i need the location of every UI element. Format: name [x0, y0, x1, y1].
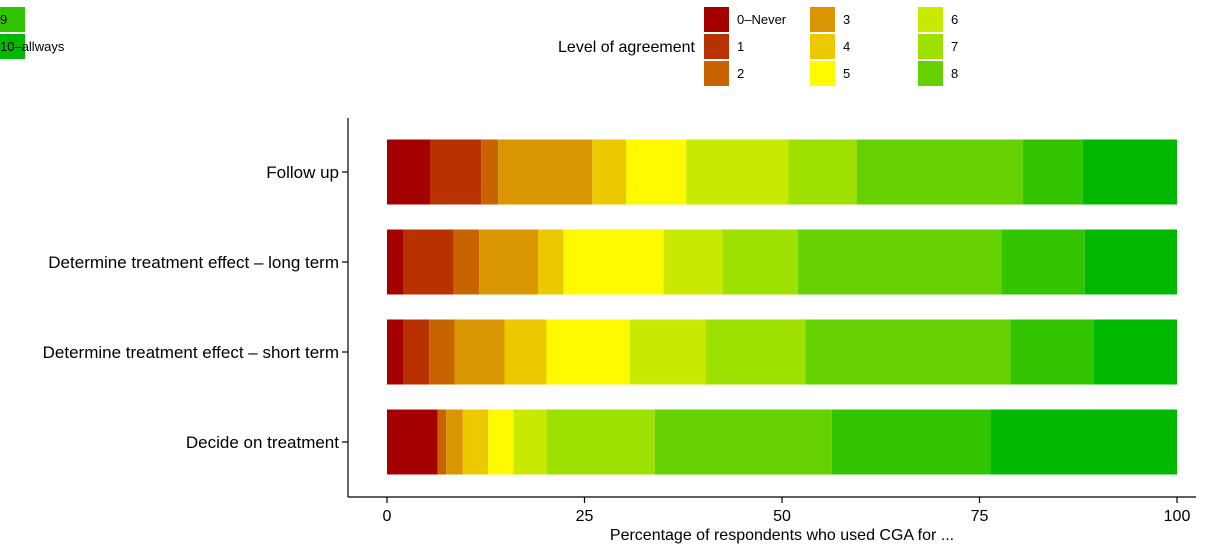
legend-label-1: 1: [737, 39, 744, 54]
legend-label-10-allways: 10–allways: [0, 39, 65, 54]
bar-segment-determine-treatment-effect-long-term-10-allways: [1084, 229, 1177, 295]
bar-segment-determine-treatment-effect-short-term-0-never: [387, 319, 404, 385]
legend-swatch-0-never: [704, 7, 729, 32]
bar-segment-determine-treatment-effect-long-term-4: [538, 229, 564, 295]
bar-segment-decide-on-treatment-3: [446, 409, 463, 475]
bar-segment-determine-treatment-effect-long-term-6: [663, 229, 723, 295]
bar-segment-determine-treatment-effect-long-term-2: [453, 229, 480, 295]
bar-segment-follow-up-5: [626, 139, 687, 205]
bar-segment-follow-up-1: [429, 139, 482, 205]
legend-label-6: 6: [951, 12, 958, 27]
legend-label-8: 8: [951, 66, 958, 81]
bar-segment-decide-on-treatment-6: [513, 409, 547, 475]
bar-segment-determine-treatment-effect-long-term-1: [403, 229, 454, 295]
bar-segment-follow-up-3: [498, 139, 593, 205]
legend-swatch-3: [810, 7, 835, 32]
bar-segment-decide-on-treatment-4: [462, 409, 489, 475]
bar-segment-decide-on-treatment-9: [831, 409, 991, 475]
legend-swatch-1: [704, 34, 729, 59]
legend-label-3: 3: [843, 12, 850, 27]
bar-segment-determine-treatment-effect-short-term-9: [1010, 319, 1094, 385]
legend-label-0-never: 0–Never: [737, 12, 787, 27]
bar-segment-determine-treatment-effect-short-term-4: [504, 319, 547, 385]
bar-segment-decide-on-treatment-0-never: [387, 409, 438, 475]
y-category-label: Determine treatment effect – long term: [48, 253, 339, 272]
legend-label-4: 4: [843, 39, 850, 54]
legend-items: 0–Never 1 2 3 4 5 6 7 8 9 10–allways: [0, 7, 958, 86]
bar-segment-determine-treatment-effect-short-term-2: [429, 319, 455, 385]
bar-segment-decide-on-treatment-8: [654, 409, 832, 475]
bar-segment-determine-treatment-effect-long-term-0-never: [387, 229, 404, 295]
bar-segment-follow-up-10-allways: [1082, 139, 1177, 205]
bar-segment-determine-treatment-effect-short-term-7: [705, 319, 806, 385]
x-tick-label: 25: [576, 508, 594, 525]
bar-segment-decide-on-treatment-10-allways: [990, 409, 1177, 475]
bar-segment-determine-treatment-effect-short-term-1: [403, 319, 430, 385]
y-category-label: Decide on treatment: [186, 433, 339, 452]
legend-label-2: 2: [737, 66, 744, 81]
bar-segment-determine-treatment-effect-long-term-9: [1001, 229, 1085, 295]
bar-segment-follow-up-2: [481, 139, 499, 205]
legend-swatch-7: [918, 34, 943, 59]
legend-swatch-5: [810, 61, 835, 86]
legend-swatch-9: [0, 7, 25, 32]
x-axis-title: Percentage of respondents who used CGA f…: [610, 527, 954, 544]
x-tick-label: 0: [383, 508, 392, 525]
x-tick-label: 75: [971, 508, 989, 525]
bar-segment-decide-on-treatment-2: [437, 409, 447, 475]
bar-segment-decide-on-treatment-7: [546, 409, 655, 475]
legend-swatch-8: [918, 61, 943, 86]
bar-segment-follow-up-4: [592, 139, 627, 205]
legend-label-9: 9: [0, 12, 7, 27]
y-category-label: Follow up: [266, 163, 339, 182]
legend-swatch-4: [810, 34, 835, 59]
bar-segment-follow-up-8: [856, 139, 1023, 205]
legend-swatch-2: [704, 61, 729, 86]
bar-segment-determine-treatment-effect-short-term-3: [454, 319, 505, 385]
y-ticks: Follow up Determine treatment effect – lo…: [43, 163, 348, 452]
legend-swatch-10-allways: [0, 34, 25, 59]
axes: 0 25 50 75 100 Follow up Determine treatment …: [43, 118, 1196, 544]
y-category-label: Determine treatment effect – short term: [43, 343, 339, 362]
legend-label-7: 7: [951, 39, 958, 54]
legend-label-5: 5: [843, 66, 850, 81]
x-tick-label: 100: [1164, 508, 1191, 525]
bars: [387, 139, 1177, 475]
bar-segment-follow-up-0-never: [387, 139, 430, 205]
bar-segment-decide-on-treatment-5: [488, 409, 514, 475]
bar-segment-follow-up-7: [788, 139, 857, 205]
x-tick-label: 50: [773, 508, 791, 525]
legend-swatch-6: [918, 7, 943, 32]
bar-segment-determine-treatment-effect-short-term-8: [805, 319, 1011, 385]
bar-segment-follow-up-6: [686, 139, 789, 205]
bar-segment-determine-treatment-effect-long-term-3: [479, 229, 538, 295]
bar-segment-determine-treatment-effect-long-term-7: [722, 229, 798, 295]
legend-title: Level of agreement: [558, 39, 696, 56]
bar-segment-determine-treatment-effect-long-term-5: [563, 229, 664, 295]
x-ticks: 0 25 50 75 100: [383, 497, 1191, 525]
bar-segment-determine-treatment-effect-short-term-6: [629, 319, 706, 385]
bar-segment-determine-treatment-effect-long-term-8: [797, 229, 1002, 295]
bar-segment-determine-treatment-effect-short-term-10-allways: [1093, 319, 1177, 385]
bar-segment-follow-up-9: [1022, 139, 1083, 205]
bar-segment-determine-treatment-effect-short-term-5: [546, 319, 630, 385]
legend: Level of agreement 0–Never 1 2 3 4 5 6 7 8 9 10–al…: [0, 7, 958, 86]
